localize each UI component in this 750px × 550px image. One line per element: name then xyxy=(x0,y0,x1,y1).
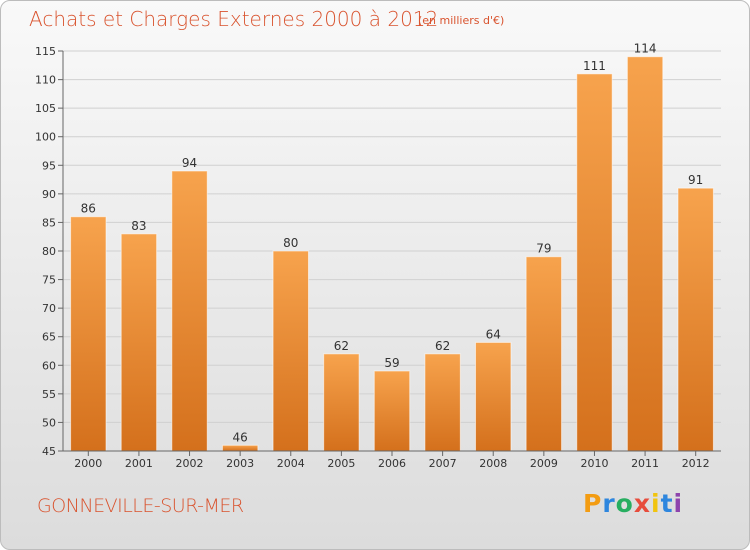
x-tick-label: 2002 xyxy=(176,457,204,470)
y-tick-label: 105 xyxy=(35,102,56,115)
bar-2002 xyxy=(171,170,208,452)
x-tick-label: 2012 xyxy=(682,457,710,470)
y-tick-label: 110 xyxy=(35,74,56,87)
bar-value-label: 86 xyxy=(81,202,96,216)
x-tick-label: 2008 xyxy=(479,457,507,470)
x-tick-label: 2003 xyxy=(226,457,254,470)
x-tick-label: 2000 xyxy=(74,457,102,470)
bar-value-label: 80 xyxy=(283,236,298,250)
brand-letter: t xyxy=(660,489,674,518)
bar-2001 xyxy=(120,233,158,452)
bar-value-label: 46 xyxy=(233,430,248,444)
x-tick-label: 2001 xyxy=(125,457,153,470)
y-tick-label: 100 xyxy=(35,131,56,144)
bar-2003 xyxy=(221,444,259,452)
bar-value-label: 79 xyxy=(536,242,551,256)
bar-2009 xyxy=(525,256,563,452)
bar-2007 xyxy=(424,353,461,452)
bar-value-label: 59 xyxy=(384,356,399,370)
brand-letter: i xyxy=(651,489,661,518)
y-tick-label: 90 xyxy=(42,188,56,201)
y-tick-label: 65 xyxy=(42,331,56,344)
brand-letter: o xyxy=(615,489,634,518)
y-tick-label: 75 xyxy=(42,274,56,287)
y-tick-label: 95 xyxy=(42,159,56,172)
bar-2010 xyxy=(576,73,613,452)
brand-letter: r xyxy=(602,489,616,518)
bar-2008 xyxy=(475,341,512,452)
y-tick-label: 115 xyxy=(35,45,56,58)
bar-2000 xyxy=(70,216,107,452)
brand-letter: x xyxy=(633,489,651,518)
brand-logo[interactable]: Proxiti xyxy=(583,489,683,518)
chart-subtitle: (en milliers d'€) xyxy=(418,14,505,27)
bar-2005 xyxy=(323,353,360,452)
bar-value-label: 62 xyxy=(435,339,450,353)
bar-2004 xyxy=(272,250,309,452)
y-tick-label: 60 xyxy=(42,359,56,372)
bar-value-label: 64 xyxy=(486,327,501,341)
place-name: GONNEVILLE-SUR-MER xyxy=(37,495,244,517)
x-tick-label: 2009 xyxy=(530,457,558,470)
bars: 86 83 94 46 80 62 59 62 64 79 111 114 91 xyxy=(70,42,714,452)
bar-2011 xyxy=(626,56,664,452)
x-tick-label: 2007 xyxy=(429,457,457,470)
bar-value-label: 83 xyxy=(131,219,146,233)
y-tick-label: 55 xyxy=(42,388,56,401)
brand-letter: P xyxy=(583,489,603,518)
chart-title: Achats et Charges Externes 2000 à 2012 xyxy=(29,7,439,31)
y-tick-label: 85 xyxy=(42,216,56,229)
x-tick-label: 2011 xyxy=(631,457,659,470)
bar-2012 xyxy=(677,187,714,452)
y-tick-label: 80 xyxy=(42,245,56,258)
bar-2006 xyxy=(373,370,411,452)
y-tick-label: 50 xyxy=(42,416,56,429)
y-tick-label: 70 xyxy=(42,302,56,315)
bar-value-label: 114 xyxy=(634,42,657,56)
bar-value-label: 62 xyxy=(334,339,349,353)
x-tick-label: 2005 xyxy=(327,457,355,470)
brand-letter: i xyxy=(673,489,684,518)
bar-value-label: 91 xyxy=(688,173,703,187)
x-tick-label: 2010 xyxy=(580,457,608,470)
x-tick-label: 2006 xyxy=(378,457,406,470)
x-tick-label: 2004 xyxy=(277,457,305,470)
axes: 45 50 55 60 65 70 75 80 85 90 95 100 105 110 115 2000 20… xyxy=(35,45,721,470)
y-tick-label: 45 xyxy=(42,445,56,458)
bar-value-label: 94 xyxy=(182,156,197,170)
bar-value-label: 111 xyxy=(583,59,606,73)
